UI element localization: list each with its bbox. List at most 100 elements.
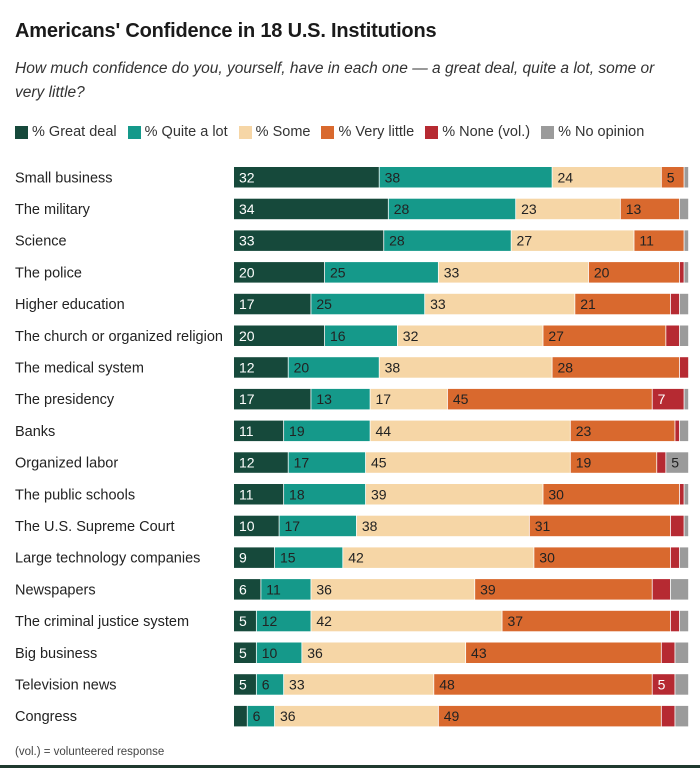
data-label-very-little: 30 (548, 486, 564, 502)
data-label-quite-a-lot: 6 (253, 708, 261, 724)
data-label-quite-a-lot: 10 (262, 645, 278, 661)
bar-segment-great-deal (234, 167, 379, 188)
legend-swatch-great-deal (15, 125, 28, 139)
data-label-quite-a-lot: 17 (294, 455, 310, 471)
data-label-some: 38 (385, 359, 401, 375)
data-label-great-deal: 17 (239, 391, 255, 407)
bottom-border (0, 765, 700, 768)
data-label-great-deal: 12 (239, 359, 255, 375)
data-label-some: 42 (348, 550, 364, 566)
bar-segment-quite-a-lot (279, 515, 357, 537)
data-label-some: 24 (558, 169, 574, 185)
legend-item-some: % Some (238, 124, 311, 140)
data-label-quite-a-lot: 15 (280, 550, 296, 566)
bar-segment-quite-a-lot (388, 198, 516, 220)
legend-item-quite-a-lot: % Quite a lot (127, 124, 228, 140)
legend-item-none: % None (vol.) (425, 124, 530, 140)
bar-segment-great-deal (234, 452, 288, 473)
legend-item-no-opinion: % No opinion (541, 124, 644, 140)
category-label: Science (15, 234, 67, 250)
bar-segment-some (274, 705, 438, 727)
data-label-very-little: 20 (594, 264, 610, 280)
legend-label-some: % Some (255, 124, 311, 140)
bar-segment-none (652, 674, 675, 695)
bar-segment-some (365, 484, 543, 505)
legend-swatch-no-opinion (541, 125, 555, 139)
data-label-some: 36 (307, 645, 323, 661)
bar-segment-very-little (620, 198, 680, 220)
legend-swatch-some (238, 125, 252, 139)
bar-segment-very-little (552, 357, 680, 378)
bar-segment-great-deal (234, 674, 256, 695)
data-label-quite-a-lot: 28 (394, 201, 410, 217)
data-label-very-little: 30 (539, 550, 555, 566)
bar-segment-some (356, 515, 529, 537)
category-label: Organized labor (15, 456, 118, 472)
data-label-quite-a-lot: 19 (289, 423, 305, 439)
bar-segment-great-deal (234, 230, 384, 251)
bar-segment-very-little (588, 262, 680, 283)
data-label-great-deal: 6 (239, 581, 247, 597)
bar-segment-great-deal (234, 579, 261, 600)
data-label-great-deal: 33 (239, 233, 255, 249)
bar-segment-some (552, 167, 661, 188)
data-label-quite-a-lot: 38 (385, 169, 401, 185)
bar-segment-some (302, 642, 466, 663)
bar-segment-no-opinion (679, 325, 689, 346)
bar-segment-some (511, 230, 634, 251)
bar-segment-none (657, 452, 666, 473)
bar-segment-great-deal (234, 484, 284, 505)
bar-segment-some (397, 325, 543, 346)
data-label-quite-a-lot: 17 (285, 518, 301, 534)
bar-segment-very-little (634, 230, 684, 251)
category-label: The military (15, 202, 91, 218)
bar-segment-some (370, 388, 448, 410)
category-label: Television news (15, 677, 117, 693)
bar-segment-none (661, 642, 675, 663)
data-label-very-little: 49 (444, 708, 460, 724)
bar-segment-great-deal (234, 642, 256, 663)
bar-segment-some (379, 357, 552, 378)
legend-label-great-deal: % Great deal (32, 124, 117, 140)
data-label-some: 27 (517, 233, 533, 249)
data-label-great-deal: 17 (239, 296, 255, 312)
bar-segment-none (652, 388, 684, 410)
legend-swatch-none (425, 125, 439, 139)
category-label: The church or organized religion (15, 329, 223, 345)
data-label-very-little: 11 (639, 233, 654, 249)
category-label: The criminal justice system (15, 614, 189, 630)
bar-segment-quite-a-lot (256, 610, 311, 632)
bar-segment-great-deal (234, 547, 275, 568)
bar-segment-very-little (529, 515, 670, 537)
bar-segment-quite-a-lot (247, 705, 275, 727)
bar-segment-very-little (534, 547, 670, 568)
bar-segment-quite-a-lot (256, 642, 302, 663)
bar-segment-none (670, 293, 680, 315)
bar-segment-quite-a-lot (288, 357, 379, 378)
bar-segment-very-little (447, 388, 652, 410)
legend-label-quite-a-lot: % Quite a lot (144, 124, 228, 140)
category-label: Higher education (15, 297, 125, 313)
data-label-great-deal: 5 (239, 645, 247, 661)
bar-segment-no-opinion (675, 642, 689, 663)
bar-segment-no-opinion (670, 579, 689, 600)
bar-segment-very-little (543, 325, 666, 346)
chart-title: Americans' Confidence in 18 U.S. Institu… (15, 20, 437, 42)
bar-segment-great-deal (234, 388, 311, 410)
bar-segment-very-little (434, 674, 652, 695)
category-label: The public schools (15, 487, 135, 503)
data-label-quite-a-lot: 20 (294, 359, 310, 375)
bar-segment-no-opinion (684, 262, 689, 283)
category-label: Large technology companies (15, 551, 200, 567)
bar-segment-some (311, 610, 502, 632)
legend-item-very-little: % Very little (321, 124, 414, 140)
data-label-great-deal: 9 (239, 550, 247, 566)
bar-segment-quite-a-lot (384, 230, 511, 251)
data-label-great-deal: 12 (239, 455, 255, 471)
data-label-some: 36 (280, 708, 296, 724)
data-label-quite-a-lot: 11 (266, 581, 281, 597)
data-label-some: 45 (371, 455, 387, 471)
bar-segment-no-opinion (679, 610, 689, 632)
category-label: Banks (15, 424, 55, 440)
footnote: (vol.) = volunteered response (15, 746, 165, 758)
